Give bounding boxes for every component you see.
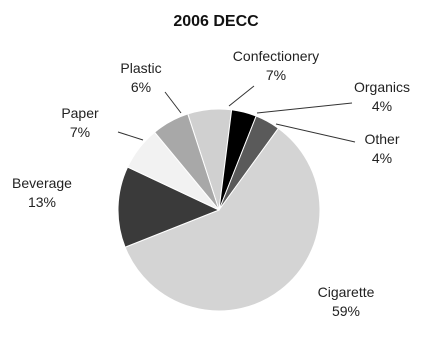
slice-label-beverage: Beverage bbox=[12, 175, 72, 191]
slice-label-other: Other bbox=[364, 131, 399, 147]
slice-value-cigarette: 59% bbox=[332, 303, 360, 319]
slice-label-organics: Organics bbox=[354, 79, 410, 95]
slice-value-plastic: 6% bbox=[131, 79, 151, 95]
slice-value-beverage: 13% bbox=[28, 194, 56, 210]
pie-slice-plastic bbox=[153, 113, 220, 211]
slice-value-other: 4% bbox=[372, 150, 392, 166]
slice-value-organics: 4% bbox=[372, 98, 392, 114]
slice-label-plastic: Plastic bbox=[120, 60, 161, 76]
slice-labels: Confectionery 7% Organics 4% Other 4% Cigarett… bbox=[12, 48, 410, 319]
leader-line-plastic bbox=[164, 91, 182, 114]
leader-lines bbox=[117, 85, 356, 143]
pie-slice-beverage bbox=[117, 166, 221, 248]
leader-line-other bbox=[275, 123, 356, 143]
slice-label-paper: Paper bbox=[61, 105, 99, 121]
slice-label-cigarette: Cigarette bbox=[318, 284, 375, 300]
leader-line-organics bbox=[256, 102, 353, 114]
chart-title: 2006 DECC bbox=[173, 13, 259, 30]
slice-label-confectionery: Confectionery bbox=[233, 48, 319, 64]
slice-value-confectionery: 7% bbox=[266, 67, 286, 83]
slice-value-paper: 7% bbox=[70, 124, 90, 140]
leader-line-confectionery bbox=[228, 85, 255, 107]
pie-slice-cigarette bbox=[124, 127, 321, 312]
leader-line-paper bbox=[117, 131, 144, 141]
pie-slices bbox=[117, 108, 321, 312]
